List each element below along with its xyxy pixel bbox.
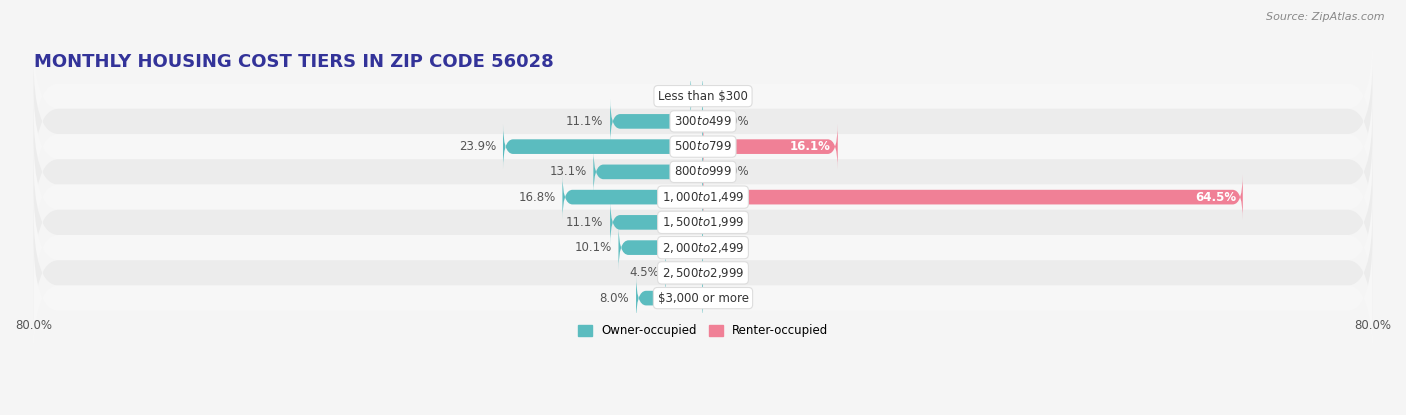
Text: Source: ZipAtlas.com: Source: ZipAtlas.com: [1267, 12, 1385, 22]
FancyBboxPatch shape: [34, 134, 1372, 260]
Text: $2,000 to $2,499: $2,000 to $2,499: [662, 241, 744, 255]
Text: 0.0%: 0.0%: [720, 241, 749, 254]
FancyBboxPatch shape: [34, 185, 1372, 311]
Text: 0.0%: 0.0%: [720, 115, 749, 128]
FancyBboxPatch shape: [593, 149, 703, 195]
Text: 8.0%: 8.0%: [600, 292, 630, 305]
Text: 10.1%: 10.1%: [575, 241, 612, 254]
Text: 0.0%: 0.0%: [720, 266, 749, 279]
Text: 23.9%: 23.9%: [458, 140, 496, 153]
Text: 4.5%: 4.5%: [628, 266, 658, 279]
Text: 11.1%: 11.1%: [567, 216, 603, 229]
FancyBboxPatch shape: [610, 199, 703, 245]
FancyBboxPatch shape: [34, 83, 1372, 210]
FancyBboxPatch shape: [34, 58, 1372, 185]
Text: 64.5%: 64.5%: [1195, 190, 1236, 204]
Text: $3,000 or more: $3,000 or more: [658, 292, 748, 305]
Text: 13.1%: 13.1%: [550, 166, 586, 178]
Text: 0.0%: 0.0%: [720, 90, 749, 103]
FancyBboxPatch shape: [636, 275, 703, 321]
Text: 11.1%: 11.1%: [567, 115, 603, 128]
Text: $500 to $799: $500 to $799: [673, 140, 733, 153]
Text: $300 to $499: $300 to $499: [673, 115, 733, 128]
Text: $800 to $999: $800 to $999: [673, 166, 733, 178]
FancyBboxPatch shape: [619, 225, 703, 271]
Legend: Owner-occupied, Renter-occupied: Owner-occupied, Renter-occupied: [572, 320, 834, 342]
FancyBboxPatch shape: [34, 109, 1372, 235]
Text: 0.0%: 0.0%: [720, 216, 749, 229]
Text: $2,500 to $2,999: $2,500 to $2,999: [662, 266, 744, 280]
FancyBboxPatch shape: [610, 98, 703, 144]
FancyBboxPatch shape: [562, 174, 703, 220]
Text: 0.0%: 0.0%: [720, 166, 749, 178]
FancyBboxPatch shape: [665, 250, 703, 296]
Text: 1.5%: 1.5%: [654, 90, 683, 103]
FancyBboxPatch shape: [34, 210, 1372, 336]
FancyBboxPatch shape: [34, 235, 1372, 361]
FancyBboxPatch shape: [690, 73, 703, 119]
Text: 16.8%: 16.8%: [519, 190, 555, 204]
FancyBboxPatch shape: [703, 124, 838, 170]
Text: MONTHLY HOUSING COST TIERS IN ZIP CODE 56028: MONTHLY HOUSING COST TIERS IN ZIP CODE 5…: [34, 53, 553, 71]
Text: Less than $300: Less than $300: [658, 90, 748, 103]
FancyBboxPatch shape: [703, 174, 1243, 220]
Text: 16.1%: 16.1%: [790, 140, 831, 153]
Text: $1,000 to $1,499: $1,000 to $1,499: [662, 190, 744, 204]
Text: $1,500 to $1,999: $1,500 to $1,999: [662, 215, 744, 229]
Text: 0.0%: 0.0%: [720, 292, 749, 305]
FancyBboxPatch shape: [34, 33, 1372, 159]
FancyBboxPatch shape: [34, 159, 1372, 286]
FancyBboxPatch shape: [503, 124, 703, 170]
